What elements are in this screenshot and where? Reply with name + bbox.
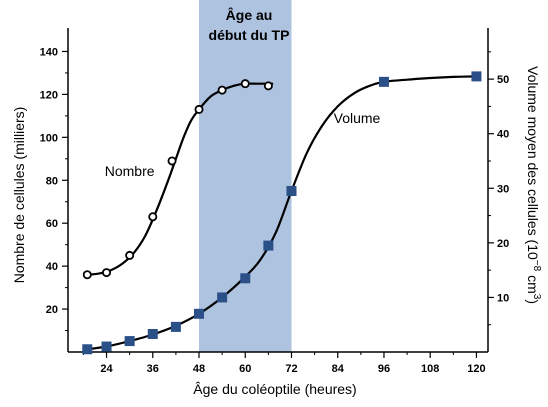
x-tick-label-120: 120 (467, 363, 485, 375)
highlight-band (199, 0, 292, 352)
point-volume-0 (82, 344, 93, 355)
x-tick-label-60: 60 (239, 363, 251, 375)
point-volume-5 (194, 308, 205, 319)
y-right-tick-label-30: 30 (497, 183, 509, 195)
point-volume-10 (378, 76, 389, 87)
y-left-tick-label-40: 40 (46, 261, 58, 273)
x-tick-label-24: 24 (100, 363, 113, 375)
ticks-layer: 24 36 48 60 72 84 96 108 120 20 40 60 80 100 120 140 10 2… (40, 46, 510, 375)
y-axis-right-label-exponent: −8 (531, 260, 542, 272)
point-volume-8 (263, 240, 274, 251)
series-label-nombre: Nombre (105, 163, 155, 179)
y-left-tick-label-120: 120 (40, 89, 58, 101)
y-left-tick-label-100: 100 (40, 132, 58, 144)
point-nombre-8 (263, 81, 273, 91)
point-volume-3 (147, 328, 158, 339)
point-volume-2 (124, 336, 135, 347)
x-tick-label-96: 96 (378, 363, 390, 375)
y-left-tick-label-20: 20 (46, 304, 58, 316)
point-volume-1 (101, 341, 112, 352)
highlight-label-line1: Âge au (226, 6, 273, 23)
x-axis-label: Âge du coléoptile (heures) (193, 381, 356, 397)
point-nombre-4 (167, 156, 177, 166)
y-axis-right-label-close: ) (525, 299, 541, 304)
point-nombre-7 (240, 79, 250, 89)
y-right-tick-label-20: 20 (497, 238, 509, 250)
y-left-tick-label-80: 80 (46, 175, 58, 187)
y-left-tick-label-60: 60 (46, 218, 58, 230)
y-axis-right-label-unit: cm (525, 271, 541, 294)
y-axis-right-label: Volume moyen des cellules (10−8 cm3) (525, 66, 542, 304)
series-line-nombre (86, 82, 274, 276)
point-volume-11 (471, 71, 482, 82)
y-right-tick-label-40: 40 (497, 129, 509, 141)
y-right-tick-label-10: 10 (497, 292, 509, 304)
point-nombre-2 (125, 250, 135, 260)
point-nombre-3 (148, 212, 158, 222)
point-nombre-0 (82, 270, 92, 280)
y-right-tick-label-50: 50 (497, 74, 509, 86)
series-label-volume: Volume (334, 110, 381, 126)
point-nombre-5 (194, 104, 204, 114)
highlight-band-layer (199, 0, 292, 352)
x-tick-label-84: 84 (332, 363, 345, 375)
x-tick-label-72: 72 (285, 363, 297, 375)
y-axis-right-label-main: Volume moyen des cellules (10 (525, 66, 541, 260)
point-volume-4 (170, 321, 181, 332)
point-nombre-6 (217, 85, 227, 95)
y-axis-right-label-unit-exponent: 3 (531, 294, 542, 300)
point-volume-7 (240, 273, 251, 284)
x-tick-label-108: 108 (421, 363, 439, 375)
point-volume-9 (286, 186, 297, 196)
x-tick-label-48: 48 (193, 363, 205, 375)
x-tick-label-36: 36 (147, 363, 159, 375)
y-axis-left-label: Nombre de cellules (milliers) (11, 107, 27, 284)
y-left-tick-label-140: 140 (40, 46, 58, 58)
highlight-label-line2: début du TP (209, 27, 290, 43)
point-nombre-1 (102, 268, 112, 278)
markers-layer (82, 71, 482, 355)
point-volume-6 (217, 292, 228, 303)
